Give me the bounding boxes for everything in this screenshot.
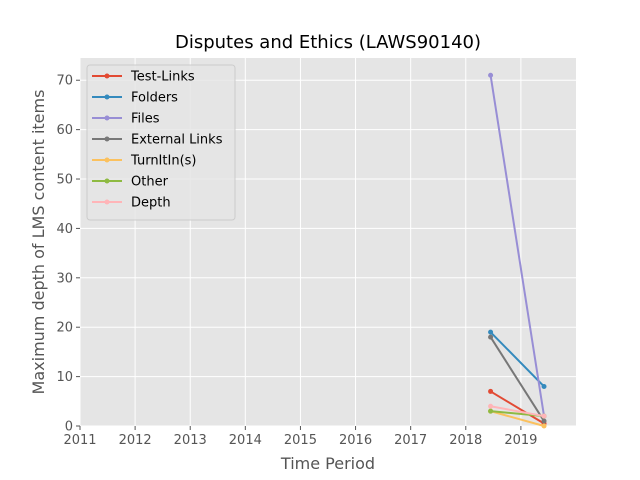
- x-tick-label: 2018: [449, 433, 482, 448]
- legend-label-turnitin-s: TurnItIn(s): [130, 154, 196, 169]
- x-axis-ticks: 2011 2012 2013 2014 2015 2016 2017 2018 2019: [63, 426, 537, 448]
- x-tick-label: 2014: [229, 433, 262, 448]
- legend-marker-external-links: [104, 136, 110, 142]
- x-tick-label: 2013: [174, 433, 207, 448]
- y-tick-label: 10: [56, 370, 73, 385]
- legend-label-files: Files: [131, 112, 160, 127]
- legend-label-test-links: Test-Links: [130, 70, 195, 85]
- x-tick-label: 2015: [284, 433, 317, 448]
- x-tick-label: 2017: [394, 433, 427, 448]
- data-point-test-links: [488, 388, 494, 394]
- y-axis-label: Maximum depth of LMS content items: [29, 90, 48, 395]
- y-tick-label: 0: [65, 420, 73, 435]
- data-point-other: [488, 408, 494, 414]
- y-tick-label: 60: [56, 123, 73, 138]
- legend-label-folders: Folders: [131, 91, 178, 106]
- data-point-turnitin-s: [541, 423, 547, 429]
- series-line-folders: [489, 331, 545, 388]
- series-line-test-links: [490, 390, 545, 425]
- data-point-folders: [488, 329, 494, 335]
- x-tick-label: 2012: [119, 433, 152, 448]
- chart-title: Disputes and Ethics (LAWS90140): [175, 32, 481, 53]
- legend-label-other: Other: [131, 175, 169, 190]
- data-point-external-links: [541, 418, 547, 424]
- legend-marker-other: [104, 178, 110, 184]
- y-axis-ticks: 0 10 20 30 40 50 60 70: [56, 74, 80, 435]
- series-line-depth: [490, 405, 545, 418]
- data-point-external-links: [488, 334, 494, 340]
- x-tick-label: 2011: [63, 433, 96, 448]
- legend-marker-depth: [104, 199, 110, 205]
- gridlines: [79, 58, 576, 427]
- y-tick-label: 20: [56, 321, 73, 336]
- legend: Test-Links Folders Files External Links Turn…: [86, 64, 236, 221]
- legend-label-external-links: External Links: [131, 133, 223, 148]
- series-line-files: [489, 75, 546, 417]
- data-point-depth: [541, 413, 547, 419]
- legend-box: [86, 64, 236, 221]
- y-tick-label: 70: [56, 74, 73, 89]
- legend-label-depth: Depth: [131, 196, 171, 211]
- x-tick-label: 2019: [504, 433, 537, 448]
- y-tick-label: 30: [56, 271, 73, 286]
- series-line-external-links: [489, 336, 545, 422]
- series-line-turnitin-s: [490, 410, 545, 427]
- legend-marker-folders: [104, 94, 110, 100]
- x-axis-label: Time Period: [280, 454, 375, 473]
- data-point-files: [488, 72, 494, 78]
- data-point-folders: [541, 383, 547, 389]
- data-point-depth: [488, 403, 494, 409]
- series-group: [488, 72, 547, 429]
- y-tick-label: 50: [56, 173, 73, 188]
- legend-marker-test-links: [104, 73, 110, 79]
- legend-marker-files: [104, 115, 110, 121]
- legend-marker-turnitin-s: [104, 157, 110, 163]
- y-tick-label: 40: [56, 222, 73, 237]
- x-tick-label: 2016: [339, 433, 372, 448]
